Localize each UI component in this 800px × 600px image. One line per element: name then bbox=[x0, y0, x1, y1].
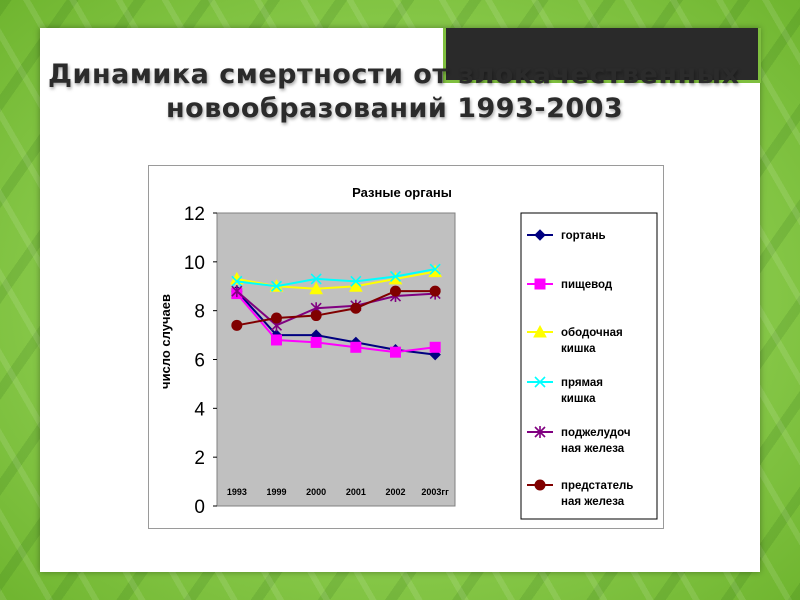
data-point-3 bbox=[309, 281, 324, 295]
data-point-4 bbox=[310, 273, 322, 285]
data-point-6 bbox=[390, 285, 401, 297]
data-point-6 bbox=[231, 319, 243, 331]
legend-label: кишка bbox=[561, 393, 596, 405]
data-point-2 bbox=[350, 341, 362, 353]
x-tick-label: 2003гг bbox=[421, 487, 449, 497]
data-point-6 bbox=[429, 285, 441, 297]
legend-label: гортань bbox=[561, 230, 606, 242]
page-title: Динамика смертности от злокачественных н… bbox=[48, 58, 748, 126]
series-line-2 bbox=[236, 292, 436, 354]
data-point-4 bbox=[429, 263, 441, 275]
legend-label: поджелудоч bbox=[561, 427, 631, 439]
legend-marker-4 bbox=[534, 376, 546, 388]
legend-label: ная железа bbox=[561, 443, 625, 455]
legend-marker-5 bbox=[534, 426, 546, 438]
y-tick-label: 0 bbox=[194, 497, 205, 518]
y-tick-label: 6 bbox=[194, 351, 205, 372]
data-point-4 bbox=[389, 270, 402, 283]
x-tick-label: 1993 bbox=[227, 487, 247, 497]
x-tick-label: 2000 bbox=[306, 487, 326, 497]
legend-label: предстатель bbox=[561, 480, 633, 492]
legend-label: прямая bbox=[561, 377, 603, 389]
data-point-6 bbox=[310, 310, 322, 322]
y-axis-label: число случаев bbox=[158, 294, 173, 389]
legend-label: кишка bbox=[561, 343, 596, 355]
data-point-6 bbox=[271, 312, 282, 324]
y-tick-label: 12 bbox=[184, 204, 205, 225]
decorative-bar bbox=[443, 28, 761, 83]
y-tick-label: 10 bbox=[184, 253, 205, 274]
x-tick-label: 1999 bbox=[266, 487, 286, 497]
data-point-4 bbox=[231, 275, 243, 287]
title-line-2: новообразований 1993-2003 bbox=[166, 93, 624, 124]
legend-marker-3 bbox=[533, 324, 547, 338]
legend-label: ная железа bbox=[561, 496, 625, 508]
data-point-2 bbox=[310, 336, 322, 348]
y-tick-label: 2 bbox=[194, 448, 205, 469]
legend-marker-6 bbox=[534, 479, 546, 491]
data-point-4 bbox=[270, 280, 283, 292]
chart-frame: Разные органы 0 2 4 6 8 10 12 число случаев 1993 1… bbox=[148, 165, 664, 529]
title-line-1: Динамика смертности от злокачественных bbox=[48, 59, 740, 90]
data-point-5 bbox=[231, 285, 243, 298]
y-tick-label: 8 bbox=[194, 302, 205, 323]
chart-title: Разные органы bbox=[352, 185, 452, 200]
x-tick-label: 2002 bbox=[385, 487, 405, 497]
data-point-6 bbox=[350, 302, 362, 314]
series-line-6 bbox=[236, 290, 436, 327]
plot-area bbox=[216, 212, 456, 507]
data-point-2 bbox=[271, 334, 282, 346]
legend-marker-1 bbox=[534, 229, 546, 241]
legend-box bbox=[520, 212, 658, 520]
y-tick-label: 4 bbox=[194, 399, 205, 420]
data-point-4 bbox=[350, 275, 362, 287]
data-point-2 bbox=[390, 346, 401, 358]
series-line-4 bbox=[236, 268, 436, 288]
data-point-2 bbox=[429, 341, 441, 353]
legend-marker-2 bbox=[534, 278, 546, 290]
line-chart: Разные органы 0 2 4 6 8 10 12 число случаев 1993 1… bbox=[158, 185, 658, 520]
legend-label: ободочная bbox=[561, 327, 623, 339]
data-point-3 bbox=[348, 279, 363, 292]
x-tick-label: 2001 bbox=[346, 487, 366, 497]
legend-label: пищевод bbox=[561, 279, 613, 291]
